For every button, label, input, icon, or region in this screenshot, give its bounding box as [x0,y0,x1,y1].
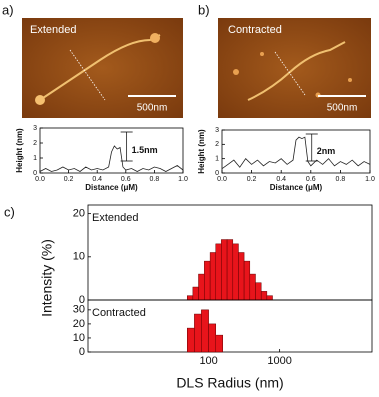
x-tick-label: 0.4 [276,176,286,183]
y-tick-label: 2 [215,141,219,148]
y-tick-label: 1 [215,156,219,163]
bar [192,286,199,301]
y-tick-label: 20 [73,208,85,220]
y-tick-label: 1 [33,155,37,162]
x-tick-label: 1.0 [365,176,375,183]
x-tick-label: 0.8 [336,176,346,183]
plot-frame [221,129,371,174]
series-label: Contracted [92,307,146,319]
y-tick-label: 3 [215,127,219,134]
profile-line [39,145,184,172]
plot-frame [87,299,373,353]
y-tick-label: 0 [215,170,219,177]
y-tick-label: 10 [73,332,85,344]
image-label: Contracted [228,24,282,36]
bar [215,243,222,301]
bar [226,239,234,301]
bar [238,252,245,301]
panel-label: b) [198,2,210,17]
y-axis-label: Height (nm) [15,128,24,173]
x-tick-label: 0.0 [35,176,45,183]
afm-image [22,18,183,118]
bar [260,291,268,301]
annotation: 2nm [317,146,336,156]
profile-line [221,136,371,170]
bar [204,260,211,301]
bar [194,313,202,353]
y-tick-label: 0 [79,294,85,306]
bar [215,334,223,353]
y-tick-label: 3 [33,125,37,132]
y-tick-label: 10 [73,251,85,263]
bar [198,273,205,301]
bar [243,260,251,301]
scale-bar-label: 500nm [137,103,168,114]
plot-frame [39,127,184,174]
x-tick-label: 100 [199,355,217,367]
x-axis-label: DLS Radius (nm) [176,375,283,391]
x-tick-label: 0.8 [150,176,160,183]
x-axis-label: Distance (μM) [270,183,323,192]
bar [209,252,217,301]
annotation: 1.5nm [132,145,158,155]
panel-label: a) [2,2,14,17]
bar [187,327,195,353]
bar [208,323,217,353]
height-bracket [305,133,318,162]
bar [201,309,209,353]
y-axis-label: Intensity (%) [39,239,55,317]
scale-bar-label: 500nm [327,103,358,114]
bar [232,243,239,301]
y-tick-label: 0 [33,170,37,177]
y-tick-label: 2 [33,140,37,147]
bar [249,273,256,301]
x-tick-label: 0.0 [217,176,227,183]
x-tick-label: 0.2 [64,176,74,183]
bar [255,282,262,301]
y-tick-label: 0 [79,346,85,358]
series-label: Extended [92,212,138,224]
afm-image [218,18,371,118]
x-axis-label: Distance (μM) [85,183,138,192]
x-tick-label: 0.6 [121,176,131,183]
y-tick-label: 20 [73,318,85,330]
y-axis-label: Height (nm) [197,129,206,174]
x-tick-label: 0.4 [92,176,102,183]
x-tick-label: 0.2 [247,176,257,183]
panel-label: c) [4,204,15,219]
bar [266,295,273,301]
bar [187,295,194,301]
x-tick-label: 0.6 [306,176,316,183]
x-tick-label: 1.0 [178,176,188,183]
y-tick-label: 30 [73,304,85,316]
bar [221,239,228,301]
image-label: Extended [30,24,76,36]
x-tick-label: 1000 [267,355,291,367]
height-bracket [120,131,133,162]
